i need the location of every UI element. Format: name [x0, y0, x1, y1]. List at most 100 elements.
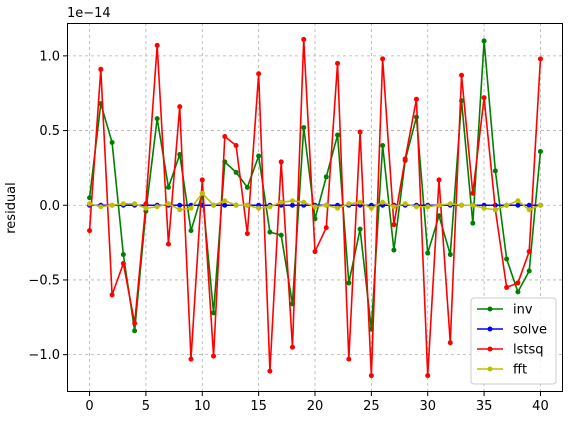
data-point-fft [470, 202, 476, 208]
data-point-fft [346, 201, 352, 207]
legend-label-solve: solve [513, 323, 547, 338]
data-point-lstsq [256, 71, 262, 77]
data-point-inv [391, 247, 397, 253]
data-point-lstsq [312, 249, 318, 255]
x-tick-label: 35 [476, 399, 493, 414]
data-point-lstsq [120, 261, 126, 267]
data-point-fft [380, 199, 386, 205]
data-point-solve [177, 202, 183, 208]
data-point-fft [109, 202, 115, 208]
data-point-inv [233, 169, 239, 175]
data-point-inv [447, 252, 453, 258]
data-point-inv [380, 143, 386, 149]
x-tick-label: 5 [142, 399, 150, 414]
data-point-fft [526, 207, 532, 213]
data-point-inv [470, 220, 476, 226]
data-point-lstsq [211, 353, 217, 359]
data-point-lstsq [537, 56, 543, 62]
data-point-inv [425, 250, 431, 256]
legend-marker-fft [487, 366, 493, 372]
data-point-fft [188, 205, 194, 211]
data-point-fft [504, 202, 510, 208]
data-point-lstsq [301, 36, 307, 42]
data-point-lstsq [526, 249, 532, 255]
legend-marker-lstsq [487, 346, 493, 352]
data-point-fft [267, 204, 273, 210]
data-point-lstsq [481, 95, 487, 101]
data-point-fft [368, 205, 374, 211]
y-tick-label: −0.5 [28, 273, 60, 288]
data-point-fft [87, 201, 93, 207]
data-point-lstsq [109, 292, 115, 298]
data-point-inv [109, 140, 115, 146]
data-point-fft [244, 202, 250, 208]
data-point-lstsq [459, 72, 465, 78]
series-fft [87, 190, 543, 213]
data-point-lstsq [436, 177, 442, 183]
data-point-inv [481, 38, 487, 44]
data-point-lstsq [402, 156, 408, 162]
x-tick-label: 20 [307, 399, 324, 414]
data-point-inv [211, 310, 217, 316]
legend-label-fft: fft [513, 363, 527, 378]
data-point-lstsq [504, 284, 510, 290]
data-point-fft [391, 204, 397, 210]
data-point-lstsq [233, 143, 239, 149]
plot-frame [67, 23, 563, 392]
y-tick-label: 0.0 [39, 199, 60, 214]
data-point-fft [515, 198, 521, 204]
data-point-lstsq [267, 368, 273, 374]
data-point-inv [357, 226, 363, 232]
data-point-lstsq [346, 356, 352, 362]
data-point-fft [481, 205, 487, 211]
data-point-fft [165, 201, 171, 207]
data-point-inv [154, 116, 160, 122]
data-point-inv [188, 228, 194, 234]
x-tick-label: 25 [363, 399, 380, 414]
data-point-lstsq [323, 225, 329, 231]
data-point-lstsq [222, 134, 228, 140]
x-axis-ticks: 0 5 10 15 20 25 30 35 40 [85, 392, 549, 414]
data-point-fft [233, 202, 239, 208]
data-point-lstsq [98, 66, 104, 72]
data-point-lstsq [165, 241, 171, 247]
data-point-inv [323, 174, 329, 180]
data-point-inv [267, 229, 273, 235]
data-point-fft [402, 201, 408, 207]
y-tick-label: 0.5 [39, 124, 60, 139]
data-point-lstsq [132, 320, 138, 326]
data-point-fft [256, 205, 262, 211]
data-point-inv [515, 289, 521, 295]
data-point-lstsq [425, 373, 431, 379]
data-point-inv [278, 232, 284, 238]
data-point-fft [357, 199, 363, 205]
legend-label-inv: inv [513, 303, 533, 318]
data-point-inv [335, 132, 341, 138]
data-point-fft [413, 204, 419, 210]
data-point-lstsq [199, 177, 205, 183]
data-point-fft [143, 205, 149, 211]
y-axis-ticks: −1.0 −0.5 0.0 0.5 1.0 [28, 49, 67, 363]
data-point-fft [289, 198, 295, 204]
data-point-inv [346, 280, 352, 286]
y-tick-label: −1.0 [28, 348, 60, 363]
legend-marker-solve [487, 326, 493, 332]
data-point-inv [256, 153, 262, 159]
data-point-lstsq [289, 344, 295, 350]
data-point-lstsq [380, 56, 386, 62]
data-point-lstsq [368, 373, 374, 379]
data-point-lstsq [244, 231, 250, 237]
data-point-inv [526, 268, 532, 274]
data-point-lstsq [515, 280, 521, 286]
data-point-fft [492, 207, 498, 213]
x-tick-label: 15 [250, 399, 267, 414]
data-point-lstsq [188, 356, 194, 362]
data-point-solve [289, 202, 295, 208]
y-axis-label: residual [4, 182, 19, 234]
data-point-inv [301, 125, 307, 131]
y-tick-label: 1.0 [39, 49, 60, 64]
x-tick-label: 0 [85, 399, 93, 414]
data-point-lstsq [154, 42, 160, 48]
data-point-fft [177, 207, 183, 213]
